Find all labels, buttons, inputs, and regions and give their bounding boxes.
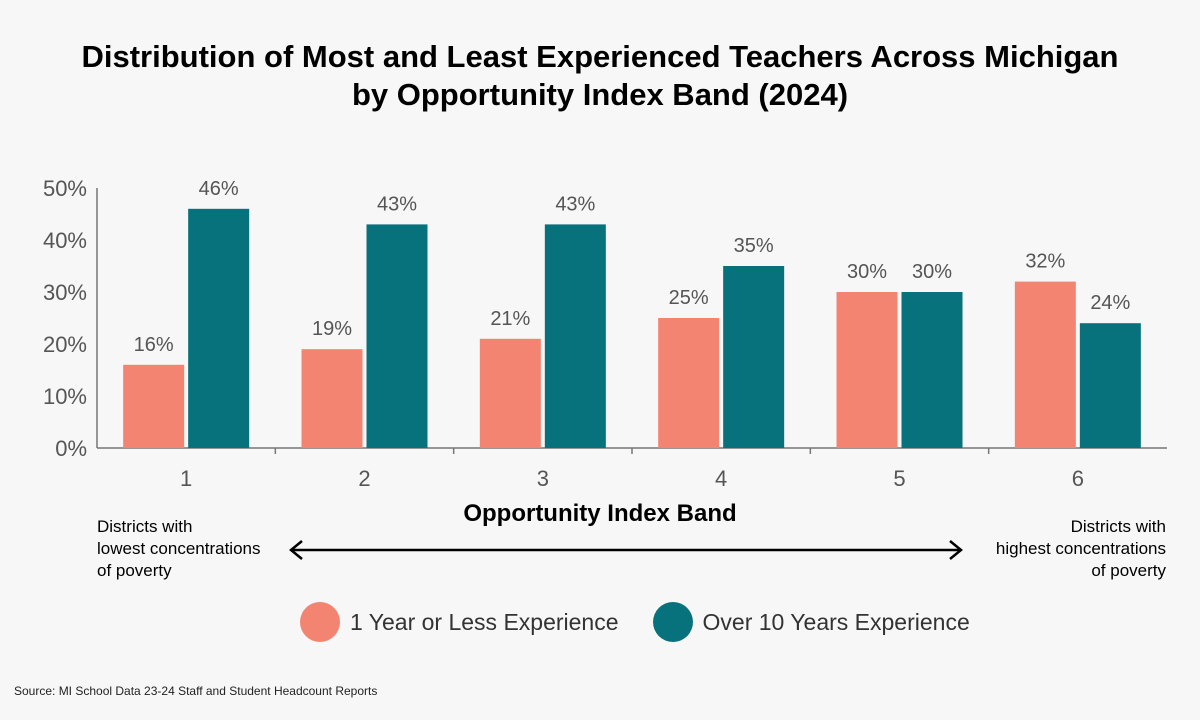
bar-over-ten-years xyxy=(188,208,250,448)
note-highest-poverty: Districts with highest concentrations of… xyxy=(996,516,1166,582)
x-tick-label: 3 xyxy=(537,466,549,491)
note-left-line: lowest concentrations xyxy=(97,539,261,558)
bar-one-year-or-less xyxy=(479,338,541,448)
x-tick-label: 5 xyxy=(893,466,905,491)
data-label: 25% xyxy=(669,287,709,309)
y-tick-label: 40% xyxy=(43,228,87,253)
y-tick-label: 30% xyxy=(43,280,87,305)
y-tick-label: 20% xyxy=(43,332,87,357)
y-tick-label: 50% xyxy=(43,176,87,201)
note-right-line: Districts with xyxy=(1070,517,1166,536)
data-label: 21% xyxy=(490,308,530,330)
title-line-2: by Opportunity Index Band (2024) xyxy=(351,77,849,112)
y-tick-label: 10% xyxy=(43,384,87,409)
bar-over-ten-years xyxy=(901,292,963,448)
x-tick-label: 6 xyxy=(1072,466,1084,491)
note-right-line: of poverty xyxy=(1091,561,1166,580)
title-line-1: Distribution of Most and Least Experienc… xyxy=(81,39,1119,74)
double-arrow-icon xyxy=(289,540,963,560)
legend-label: Over 10 Years Experience xyxy=(702,608,970,635)
source-note: Source: MI School Data 23-24 Staff and S… xyxy=(14,684,378,698)
bar-over-ten-years xyxy=(723,266,785,448)
legend: 1 Year or Less Experience Over 10 Years … xyxy=(300,602,1004,642)
bar-one-year-or-less xyxy=(301,349,363,448)
legend-item-1-year-or-less: 1 Year or Less Experience xyxy=(300,602,619,642)
chart-title: Distribution of Most and Least Experienc… xyxy=(0,38,1200,114)
data-label: 19% xyxy=(312,318,352,340)
legend-item-over-10-years: Over 10 Years Experience xyxy=(652,602,970,642)
legend-swatch-teal xyxy=(652,602,693,642)
bar-one-year-or-less xyxy=(836,292,898,448)
bar-chart: 0% 10% 20% 30% 40% 50% 16% 46% 1 19% 43% 2 21% 43% 3 25… xyxy=(43,176,1167,491)
data-label: 16% xyxy=(134,334,174,356)
legend-swatch-salmon xyxy=(300,602,340,642)
data-label: 46% xyxy=(199,178,239,200)
note-right-line: highest concentrations xyxy=(995,539,1166,558)
bar-over-ten-years xyxy=(366,224,428,448)
x-tick-label: 1 xyxy=(180,466,192,491)
bar-one-year-or-less xyxy=(658,318,720,448)
legend-label: 1 Year or Less Experience xyxy=(350,608,619,635)
data-label: 43% xyxy=(555,193,595,215)
bar-one-year-or-less xyxy=(1014,281,1076,448)
bar-over-ten-years xyxy=(544,224,606,448)
y-tick-label: 0% xyxy=(55,436,87,461)
data-label: 43% xyxy=(377,193,417,215)
note-lowest-poverty: Districts with lowest concentrations of … xyxy=(97,516,260,582)
note-left-line: of poverty xyxy=(97,561,172,580)
x-tick-label: 4 xyxy=(715,466,727,491)
data-label: 30% xyxy=(847,261,887,283)
x-axis-title: Opportunity Index Band xyxy=(463,500,737,527)
data-label: 24% xyxy=(1090,292,1130,314)
note-left-line: Districts with xyxy=(97,517,193,536)
bar-one-year-or-less xyxy=(123,364,185,448)
data-label: 32% xyxy=(1025,251,1065,273)
x-tick-label: 2 xyxy=(358,466,370,491)
bar-over-ten-years xyxy=(1079,323,1141,448)
data-label: 35% xyxy=(734,235,774,257)
data-label: 30% xyxy=(912,261,952,283)
